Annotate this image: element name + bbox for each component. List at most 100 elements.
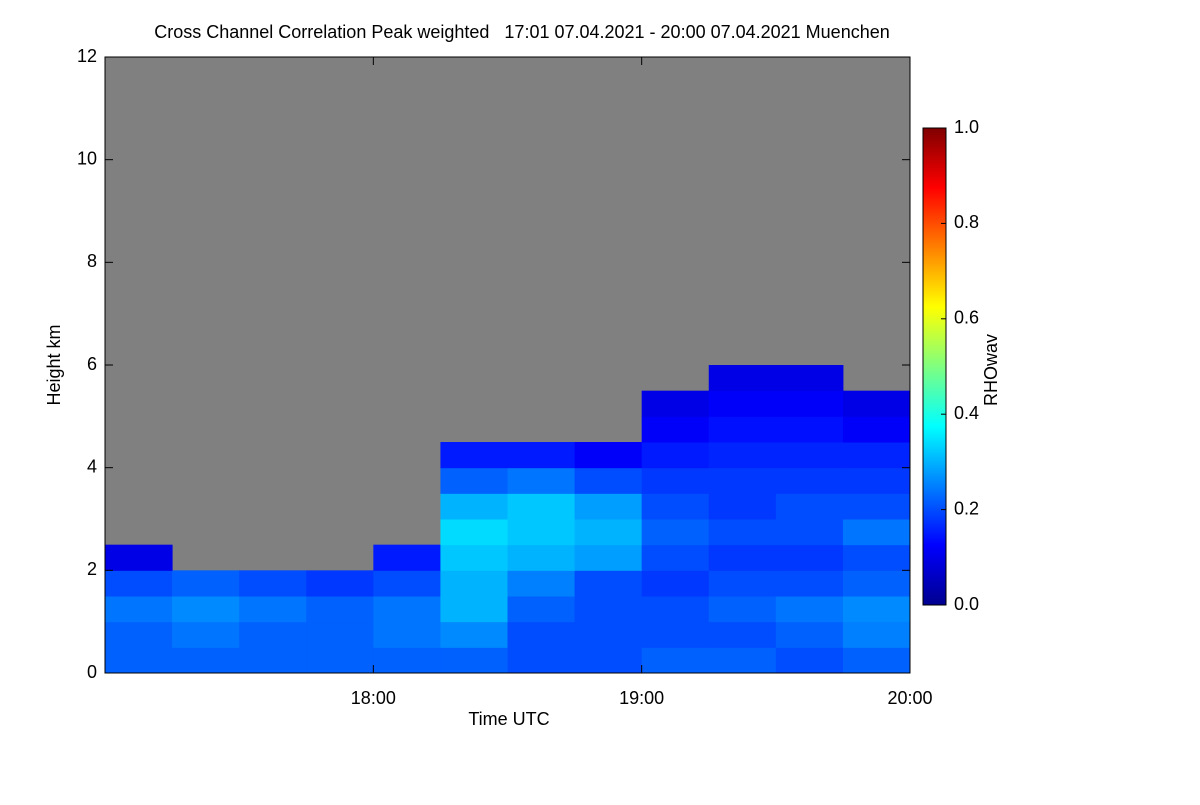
- heatmap-cell: [708, 647, 777, 674]
- heatmap-cell: [306, 596, 374, 623]
- heatmap-cell: [775, 390, 844, 417]
- heatmap-cell: [842, 596, 911, 623]
- heatmap-cell: [306, 621, 374, 648]
- heatmap-cell: [708, 365, 777, 392]
- heatmap-cell: [574, 621, 643, 648]
- heatmap-cell: [775, 544, 844, 571]
- heatmap-cell: [842, 493, 911, 520]
- heatmap-cell: [641, 519, 710, 546]
- colorbar: [922, 127, 947, 606]
- heatmap-cell: [306, 647, 374, 674]
- heatmap-cell: [708, 493, 777, 520]
- heatmap-cell: [239, 570, 307, 597]
- heatmap-cell: [440, 596, 508, 623]
- heatmap-cell: [641, 621, 710, 648]
- y-tick-label: 0: [87, 662, 97, 682]
- colorbar-label: RHOwav: [981, 334, 1001, 406]
- heatmap-cell: [507, 544, 576, 571]
- heatmap-cell: [507, 467, 576, 494]
- heatmap-cell: [574, 544, 643, 571]
- heatmap-cell: [373, 596, 441, 623]
- heatmap-cell: [641, 544, 710, 571]
- colorbar-tick-label: 0.0: [954, 594, 979, 614]
- colorbar-tick-label: 0.4: [954, 403, 979, 423]
- heatmap-cell: [842, 442, 911, 469]
- heatmap-cell: [440, 519, 508, 546]
- plot-area: [105, 57, 911, 674]
- heatmap-cell: [775, 647, 844, 674]
- heatmap-cell: [574, 647, 643, 674]
- heatmap-cell: [440, 467, 508, 494]
- heatmap-cell: [373, 570, 441, 597]
- heatmap-cell: [842, 519, 911, 546]
- heatmap-cell: [641, 442, 710, 469]
- heatmap-cell: [306, 570, 374, 597]
- heatmap-cell: [775, 467, 844, 494]
- x-tick-label: 19:00: [619, 688, 664, 708]
- heatmap-cell: [775, 442, 844, 469]
- heatmap-cell: [708, 390, 777, 417]
- heatmap-cell: [708, 467, 777, 494]
- heatmap-cell: [708, 621, 777, 648]
- y-tick-label: 12: [77, 46, 97, 66]
- x-axis-label: Time UTC: [468, 709, 549, 729]
- heatmap-cell: [775, 519, 844, 546]
- heatmap-cell: [842, 570, 911, 597]
- heatmap-cell: [507, 596, 576, 623]
- heatmap-cell: [708, 596, 777, 623]
- y-tick-label: 4: [87, 456, 97, 476]
- heatmap-cell: [641, 647, 710, 674]
- heatmap-cell: [708, 442, 777, 469]
- heatmap-cell: [708, 416, 777, 443]
- heatmap-cell: [641, 416, 710, 443]
- heatmap-cell: [708, 544, 777, 571]
- heatmap-cell: [239, 596, 307, 623]
- heatmap-cell: [775, 493, 844, 520]
- heatmap-cell: [842, 647, 911, 674]
- heatmap-cell: [105, 596, 173, 623]
- heatmap-cell: [775, 570, 844, 597]
- heatmap-cell: [440, 544, 508, 571]
- heatmap-cell: [708, 519, 777, 546]
- heatmap-cell: [239, 621, 307, 648]
- heatmap-cell: [574, 519, 643, 546]
- heatmap-cell: [507, 621, 576, 648]
- heatmap-cell: [842, 390, 911, 417]
- heatmap-cell: [574, 442, 643, 469]
- heatmap-cell: [105, 647, 173, 674]
- heatmap-cell: [708, 570, 777, 597]
- chart-title: Cross Channel Correlation Peak weighted …: [154, 22, 890, 42]
- heatmap-cell: [507, 442, 576, 469]
- heatmap-cell: [373, 621, 441, 648]
- heatmap-cell: [373, 544, 441, 571]
- heatmap-cell: [574, 570, 643, 597]
- heatmap-cell: [574, 467, 643, 494]
- heatmap-cell: [775, 365, 844, 392]
- heatmap-cell: [373, 647, 441, 674]
- heatmap-cell: [641, 570, 710, 597]
- heatmap-cell: [641, 467, 710, 494]
- heatmap-cell: [440, 493, 508, 520]
- heatmap-cell: [641, 493, 710, 520]
- heatmap-cell: [775, 596, 844, 623]
- x-tick-label: 20:00: [887, 688, 932, 708]
- heatmap-cell: [172, 621, 240, 648]
- heatmap-cell: [574, 596, 643, 623]
- y-tick-label: 2: [87, 559, 97, 579]
- heatmap-cell: [842, 416, 911, 443]
- heatmap-cell: [842, 467, 911, 494]
- y-tick-label: 10: [77, 148, 97, 168]
- heatmap-cell: [775, 416, 844, 443]
- heatmap-cell: [440, 647, 508, 674]
- heatmap-cell: [641, 390, 710, 417]
- heatmap-cell: [842, 544, 911, 571]
- heatmap-cell: [172, 647, 240, 674]
- y-tick-label: 8: [87, 251, 97, 271]
- x-tick-label: 18:00: [351, 688, 396, 708]
- heatmap-cell: [105, 544, 173, 571]
- heatmap-cell: [507, 570, 576, 597]
- heatmap-cell: [507, 519, 576, 546]
- heatmap-cell: [507, 647, 576, 674]
- heatmap-cell: [440, 442, 508, 469]
